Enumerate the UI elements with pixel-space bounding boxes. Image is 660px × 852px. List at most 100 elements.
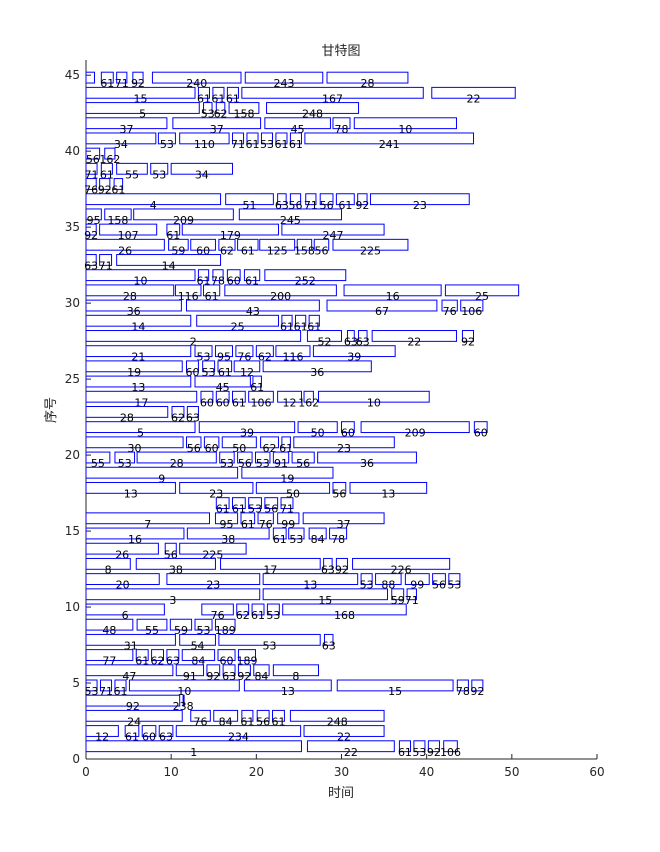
task-bar [214,345,233,358]
task-label: 84 [219,715,233,728]
task-label: 60 [220,655,234,668]
task-bar [141,725,157,737]
y-axis-label: 序号 [44,397,59,423]
task-bar [215,497,230,510]
task-bar [406,588,417,601]
task-bar [241,86,424,99]
task-label: 55 [125,168,139,181]
task-label: 91 [274,457,288,470]
task-bar [219,451,235,464]
task-label: 63 [222,670,236,683]
task-label: 7 [144,518,151,531]
task-bar [226,86,239,99]
task-label: 61 [279,442,293,455]
task-bar [277,512,300,525]
task-bar [175,725,302,737]
task-label: 23 [413,199,427,212]
task-bar [190,238,216,251]
task-bar [166,223,181,236]
task-bar [85,527,185,540]
task-bar [282,603,407,616]
task-bar [85,238,165,251]
task-label: 17 [263,563,277,576]
task-label: 71 [304,199,318,212]
task-label: 71 [231,138,245,151]
task-bar [99,178,111,190]
task-bar [85,649,134,661]
task-bar [461,330,475,342]
task-label: 45 [216,381,230,394]
task-label: 37 [119,123,133,136]
task-label: 116 [178,290,199,303]
task-bar [225,193,274,206]
task-bar [212,269,224,282]
task-label: 60 [341,427,355,440]
task-bar [226,269,241,282]
task-bar [203,102,213,114]
task-label: 25 [475,290,489,303]
task-label: 240 [186,77,207,90]
task-label: 61 [250,381,264,394]
task-bar [323,633,334,646]
task-bar [116,71,128,84]
task-bar [182,694,185,707]
chart-title: 甘特图 [321,44,360,59]
task-label: 60 [200,396,214,409]
task-bar [128,679,240,692]
task-bar [85,451,111,464]
task-bar [306,330,342,342]
task-label: 71 [115,77,129,90]
task-bar [217,360,233,373]
task-label: 38 [169,563,183,576]
task-label: 14 [131,320,145,333]
task-label: 61 [100,77,114,90]
task-bar [231,497,246,510]
task-bar [277,193,287,206]
task-label: 88 [381,579,395,592]
task-bar [85,588,261,601]
task-bar [215,390,230,403]
task-label: 53 [160,138,174,151]
task-bar [228,102,260,114]
task-label: 37 [210,123,224,136]
task-bar [190,709,211,722]
task-label: 28 [170,457,184,470]
task-bar [254,451,271,464]
task-bar [185,436,202,449]
task-label: 92 [461,336,475,349]
task-label: 76 [237,351,251,364]
task-label: 43 [246,305,260,318]
task-bar [231,390,246,403]
task-bar [308,314,320,327]
task-bar [291,451,315,464]
task-bar [99,679,113,692]
task-label: 28 [360,77,374,90]
task-bar [85,709,183,722]
task-bar [85,421,196,434]
task-label: 106 [251,396,272,409]
task-label: 12 [240,366,254,379]
task-label: 31 [124,639,138,652]
task-bar [237,238,259,251]
task-bar [85,345,192,358]
task-bar [251,603,265,616]
task-label: 56 [187,442,201,455]
task-bar [448,573,461,585]
task-label: 13 [303,579,317,592]
task-bar [288,527,305,540]
task-bar [85,603,165,616]
task-label: 62 [220,244,234,257]
task-bar [174,284,202,297]
task-bar [135,649,149,661]
task-bar [391,588,405,601]
task-label: 53 [256,457,270,470]
task-label: 78 [331,533,345,546]
task-bar [132,71,144,84]
y-tick-label: 10 [65,600,80,614]
task-label: 60 [142,731,156,744]
task-label: 53 [118,457,132,470]
task-label: 36 [360,457,374,470]
task-label: 61 [240,715,254,728]
task-label: 95 [220,518,234,531]
task-bar [85,223,97,236]
